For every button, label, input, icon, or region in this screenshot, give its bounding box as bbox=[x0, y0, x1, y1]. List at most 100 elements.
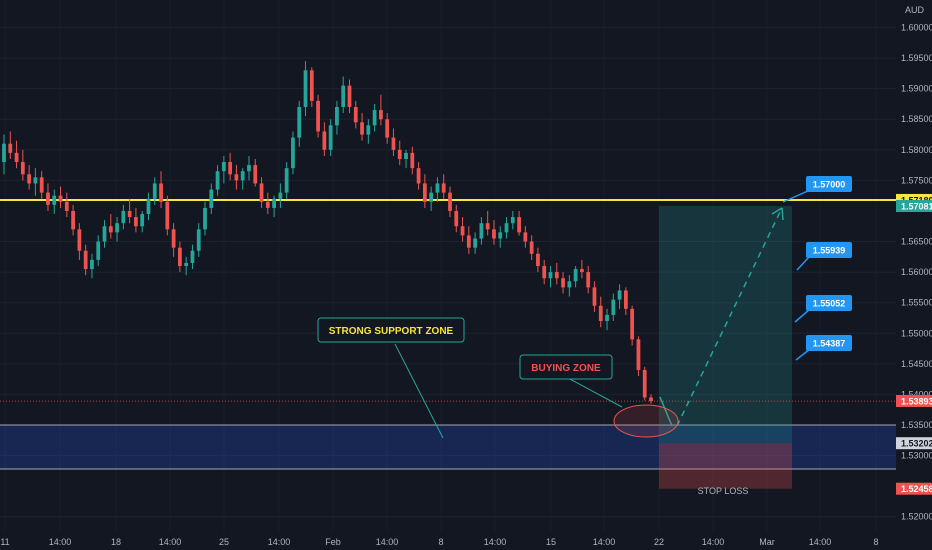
candle-body bbox=[561, 278, 565, 288]
candle-body bbox=[567, 281, 572, 288]
candle-body bbox=[259, 183, 264, 202]
support-zone bbox=[0, 424, 896, 470]
price-tick-label: 1.56500 bbox=[901, 237, 932, 247]
price-tick-label: 1.60000 bbox=[901, 23, 932, 33]
candle-body bbox=[347, 85, 352, 108]
zones-layer bbox=[0, 206, 896, 489]
candle-body bbox=[90, 259, 94, 270]
candle-body bbox=[611, 299, 616, 315]
price-axis[interactable]: AUD 1.60000 1.59500 1.59000 1.58500 1.58000 1.… bbox=[896, 0, 932, 550]
candle-body bbox=[429, 192, 434, 202]
candle-body bbox=[14, 152, 19, 163]
price-tag-label: 1.52458 bbox=[901, 484, 932, 494]
candle-body bbox=[58, 195, 63, 202]
candle-body bbox=[335, 107, 339, 126]
time-tick-label: Mar bbox=[759, 537, 775, 547]
time-tick-label: 11 bbox=[0, 537, 9, 547]
candle-body bbox=[102, 226, 107, 242]
candle-body bbox=[372, 110, 377, 126]
candle-body bbox=[636, 339, 641, 370]
price-tick-label: 1.56000 bbox=[901, 267, 932, 277]
time-tick-label: 14:00 bbox=[376, 537, 399, 547]
candle-body bbox=[504, 223, 509, 233]
target-pointer bbox=[782, 189, 811, 203]
price-tick-label: 1.52000 bbox=[901, 512, 932, 522]
candle-body bbox=[649, 397, 653, 402]
candle-body bbox=[278, 192, 283, 199]
time-tick-label: 8 bbox=[873, 537, 878, 547]
target-callout-box bbox=[806, 335, 852, 351]
candle-body bbox=[184, 262, 189, 266]
buying-zone-ellipse bbox=[613, 404, 679, 438]
time-axis[interactable]: 11 14:00 18 14:00 25 14:00 Feb 14:00 8 14:00 15 14:… bbox=[0, 537, 878, 547]
price-tag-label: 1.53893 bbox=[901, 396, 932, 406]
candle-body bbox=[397, 149, 402, 159]
target-label: 1.55939 bbox=[813, 246, 846, 256]
price-tick-label: 1.53000 bbox=[901, 451, 932, 461]
candle-body bbox=[234, 174, 239, 181]
candle-body bbox=[542, 266, 547, 279]
target-callout-box bbox=[806, 242, 852, 258]
candle-body bbox=[379, 110, 383, 120]
price-tag bbox=[896, 200, 932, 213]
candle-body bbox=[391, 137, 396, 150]
candle-body bbox=[341, 85, 346, 108]
price-tag bbox=[896, 394, 932, 407]
candle-body bbox=[410, 152, 415, 169]
target-projection-line bbox=[676, 207, 783, 427]
time-tick-label: 14:00 bbox=[809, 537, 832, 547]
time-tick-label: Feb bbox=[325, 537, 341, 547]
candle-body bbox=[209, 189, 214, 208]
time-tick-label: 14:00 bbox=[49, 537, 72, 547]
candle-body bbox=[152, 183, 157, 199]
candle-body bbox=[177, 247, 182, 266]
candle-body bbox=[64, 201, 69, 211]
candle-body bbox=[435, 183, 440, 193]
candle-body bbox=[52, 195, 57, 205]
candle-body bbox=[96, 241, 101, 260]
price-tag bbox=[896, 437, 932, 450]
candles-layer bbox=[2, 61, 653, 404]
candle-body bbox=[580, 269, 584, 273]
candle-body bbox=[77, 229, 82, 251]
candle-body bbox=[485, 223, 490, 230]
candle-body bbox=[466, 235, 471, 248]
target-pointer bbox=[796, 255, 811, 271]
candle-body bbox=[630, 308, 635, 340]
price-tick-label: 1.55500 bbox=[901, 298, 932, 308]
candle-body bbox=[265, 201, 270, 208]
candle-body bbox=[240, 171, 245, 181]
candle-body bbox=[605, 314, 609, 322]
candle-body bbox=[479, 223, 484, 239]
time-tick-label: 14:00 bbox=[702, 537, 725, 547]
candle-body bbox=[517, 217, 521, 233]
stop-loss-label: STOP LOSS bbox=[698, 486, 749, 496]
candle-body bbox=[33, 177, 38, 184]
time-tick-label: 14:00 bbox=[268, 537, 291, 547]
candle-body bbox=[473, 238, 478, 248]
time-tick-label: 25 bbox=[219, 537, 229, 547]
target-callout-box bbox=[806, 295, 852, 311]
price-tick-label: 1.54000 bbox=[901, 389, 932, 399]
candle-body bbox=[291, 137, 295, 169]
candle-body bbox=[441, 183, 446, 193]
candle-body bbox=[322, 131, 327, 150]
candle-body bbox=[385, 119, 390, 138]
time-tick-label: 15 bbox=[546, 537, 556, 547]
time-tick-label: 18 bbox=[111, 537, 121, 547]
price-tick-label: 1.55000 bbox=[901, 328, 932, 338]
candle-body bbox=[27, 174, 32, 184]
candle-body bbox=[39, 177, 44, 193]
candle-body bbox=[554, 272, 559, 279]
buying-zone-label: BUYING ZONE bbox=[531, 363, 601, 374]
candle-body bbox=[20, 162, 25, 175]
candle-body bbox=[146, 198, 151, 215]
buying-callout-pointer bbox=[567, 377, 623, 408]
candle-body bbox=[617, 290, 622, 300]
candle-body bbox=[272, 198, 276, 208]
candle-body bbox=[165, 201, 170, 230]
price-tick-label: 1.58000 bbox=[901, 145, 932, 155]
time-tick-label: 22 bbox=[654, 537, 664, 547]
